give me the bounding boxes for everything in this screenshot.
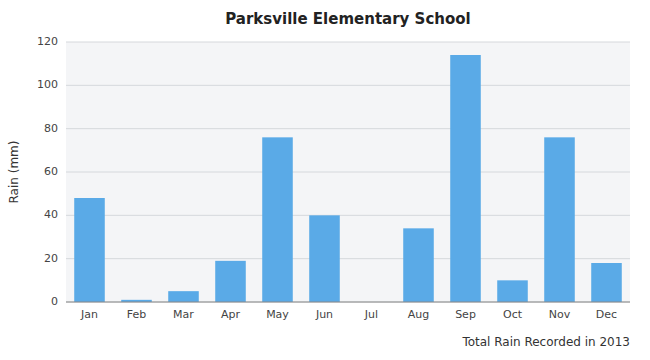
x-tick-label: Sep (455, 308, 476, 321)
bar (497, 280, 528, 302)
x-tick-label: Jan (80, 308, 98, 321)
bar (309, 215, 340, 302)
x-tick-label: Aug (408, 308, 429, 321)
bar (262, 137, 293, 302)
grid-line (66, 85, 630, 86)
title: Parksville Elementary School (225, 10, 470, 28)
y-tick-label: 80 (44, 122, 58, 135)
x-ticks: Jan Feb Mar Apr May Jun Jul Aug Sep Oct Nov Dec (80, 308, 617, 321)
y-axis-label: Rain (mm) (7, 141, 21, 204)
y-grid (66, 42, 630, 302)
x-tick-label: Feb (127, 308, 146, 321)
x-axis-label: Total Rain Recorded in 2013 (461, 335, 630, 349)
page: {"chart_data": {"type": "bar", "title": … (0, 0, 650, 360)
x-tick-label: Oct (503, 308, 523, 321)
y-tick-label: 60 (44, 165, 58, 178)
bar (450, 55, 481, 302)
x-tick-label: Mar (173, 308, 194, 321)
grid-line (66, 302, 630, 303)
x-tick-label: Apr (221, 308, 241, 321)
x-tick-label: Jul (364, 308, 378, 321)
bar (168, 291, 199, 302)
plot-area (66, 42, 630, 302)
x-axis-line (66, 302, 630, 303)
bar (74, 198, 105, 302)
bar (544, 137, 575, 302)
grid-line (66, 42, 630, 43)
y-tick-label: 120 (37, 35, 58, 48)
y-tick-label: 20 (44, 252, 58, 265)
x-tick-label: Dec (596, 308, 617, 321)
grid-line (66, 128, 630, 129)
bars (74, 55, 622, 302)
bar (591, 263, 622, 302)
y-tick-label: 40 (44, 208, 58, 221)
y-tick-label: 100 (37, 78, 58, 91)
bar (403, 228, 434, 302)
chart-container: 0 20 40 60 80 100 120 Jan Feb Mar Apr May Jun Jul Aug S… (0, 0, 650, 360)
x-tick-label: Jun (315, 308, 333, 321)
y-tick-label: 0 (51, 295, 58, 308)
x-tick-label: Nov (549, 308, 571, 321)
y-ticks: 0 20 40 60 80 100 120 (37, 35, 58, 308)
chart-svg: 0 20 40 60 80 100 120 Jan Feb Mar Apr May Jun Jul Aug S… (0, 0, 650, 360)
bar (215, 261, 246, 302)
x-tick-label: May (266, 308, 289, 321)
